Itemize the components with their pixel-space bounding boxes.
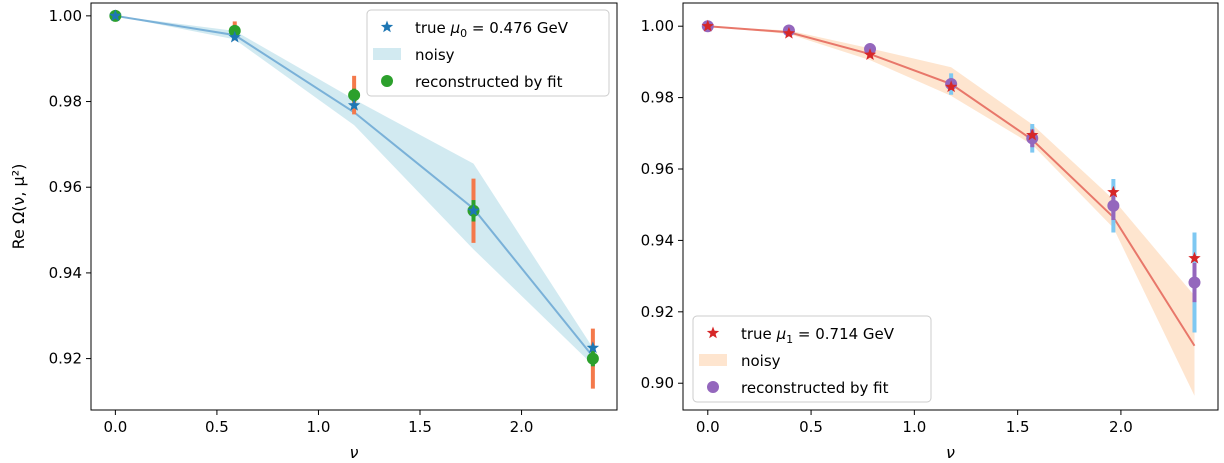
chart-1-true-point-0 [701, 19, 714, 32]
chart-1-xlabel: ν [946, 443, 955, 462]
chart-0-xtick-label-0: 0.0 [103, 418, 127, 436]
chart-1-fit-point-6 [1188, 276, 1201, 289]
chart-0-xtick-label-3: 1.5 [408, 418, 432, 436]
chart-0-legend-noisy-label: noisy [415, 46, 455, 64]
chart-0-ytick-label-1: 0.94 [49, 264, 82, 282]
chart-0-axes-frame [90, 2, 618, 411]
chart-0-xtick-label-1: 0.5 [205, 418, 229, 436]
chart-1-legend-true-marker [706, 326, 720, 339]
chart-0-true-point-3 [467, 204, 480, 217]
chart-0-xtick-label-2: 1.0 [307, 418, 331, 436]
chart-0-legend-true-marker [380, 20, 394, 33]
chart-0-legend-true-label: true μ0 = 0.476 GeV [415, 19, 569, 40]
chart-1-axes-frame [682, 2, 1219, 411]
chart-1-legend-fit-marker [707, 381, 719, 393]
chart-0-fit-point-4 [586, 352, 599, 365]
chart-1-legend-box [692, 315, 932, 403]
chart-1-true-point-5 [1107, 185, 1120, 198]
chart-0-ylabel: Re Ω(ν, μ²) [9, 164, 28, 250]
chart-1-legend-fit-label: reconstructed by fit [741, 379, 889, 397]
chart-1-noisy-band [707, 26, 1195, 396]
chart-1-ytick-label-3: 0.96 [641, 160, 674, 178]
chart-0-xtick-label-4: 2.0 [510, 418, 534, 436]
chart-1-legend-true-label: true μ1 = 0.714 GeV [741, 325, 895, 346]
chart-1-true-point-3 [944, 80, 958, 93]
chart-0-true-point-0 [109, 9, 122, 22]
chart-0-ytick-label-3: 0.98 [49, 93, 82, 111]
chart-1-ytick-label-0: 0.90 [641, 374, 674, 392]
chart-1-true-point-4 [1026, 128, 1039, 141]
chart-1-xtick-label-3: 1.5 [1006, 418, 1030, 436]
chart-0-fit-point-2 [348, 89, 361, 102]
chart-1-fit-point-5 [1107, 199, 1120, 212]
chart-0-ytick-label-2: 0.96 [49, 178, 82, 196]
chart-0-legend-noisy-swatch [373, 48, 401, 60]
chart-1-ytick-label-4: 0.98 [641, 89, 674, 107]
chart-0-xlabel: ν [350, 443, 359, 462]
chart-1-ytick-label-2: 0.94 [641, 231, 674, 249]
chart-1-ytick-label-5: 1.00 [641, 17, 674, 35]
chart-1-true-point-2 [863, 48, 877, 61]
right-chart: 0.0 0.5 1.0 1.5 2.0 0.90 0.92 0.94 0.96 0.98 1.00 ν… [641, 2, 1219, 462]
chart-1-xtick-label-2: 1.0 [902, 418, 926, 436]
chart-1-true-point-1 [782, 26, 796, 39]
chart-0-ytick-label-0: 0.92 [49, 350, 82, 368]
chart-1-xtick-label-1: 0.5 [799, 418, 823, 436]
chart-1-xtick-label-0: 0.0 [696, 418, 720, 436]
chart-0-legend-fit-label: reconstructed by fit [415, 73, 563, 91]
chart-0-true-point-4 [586, 341, 600, 354]
chart-1-legend-noisy-swatch [699, 354, 727, 366]
chart-0-legend-box [366, 9, 610, 97]
chart-0-ytick-label-4: 1.00 [49, 7, 82, 25]
chart-0-legend-fit-marker [381, 75, 393, 87]
chart-1-ytick-label-1: 0.92 [641, 303, 674, 321]
chart-1-xtick-label-4: 2.0 [1109, 418, 1133, 436]
chart-0-true-point-1 [228, 30, 241, 43]
left-chart: 0.0 0.5 1.0 1.5 2.0 0.92 0.94 0.96 0.98 1.00 ν Re Ω… [9, 2, 618, 462]
chart-0-true-point-2 [347, 98, 361, 111]
chart-1-true-point-6 [1188, 251, 1201, 264]
chart-1-legend-noisy-label: noisy [741, 352, 781, 370]
